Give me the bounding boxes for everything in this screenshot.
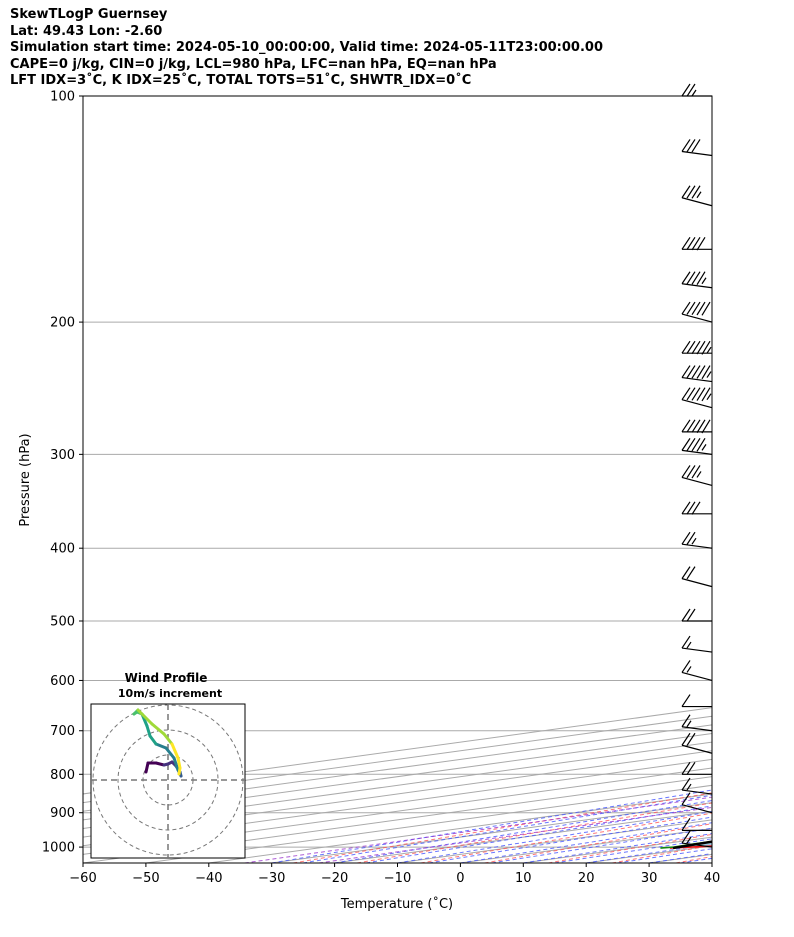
isotherm-line	[83, 707, 712, 795]
wind-barb	[681, 660, 713, 682]
wind-barb	[681, 531, 713, 549]
wind-barb	[681, 438, 713, 455]
wind-barb	[681, 501, 712, 515]
x-tick-label: 20	[578, 871, 595, 886]
x-axis-label: Temperature (˚C)	[340, 896, 453, 912]
hodograph-trace-segment	[170, 742, 180, 760]
wind-barb	[681, 714, 713, 732]
hodograph-trace-segment	[148, 734, 158, 746]
wind-barb	[681, 792, 713, 814]
x-tick-label: −60	[69, 871, 96, 886]
moist-adiabat-line	[271, 789, 712, 863]
hodograph-trace-segment	[145, 724, 152, 738]
moist-adiabat-line	[711, 862, 712, 863]
wind-barb	[681, 83, 712, 97]
hodograph-trace-segment	[162, 732, 174, 746]
wind-barb	[681, 635, 713, 653]
wind-barb	[681, 830, 713, 848]
wind-barb	[681, 465, 713, 487]
dry-adiabat-line	[293, 792, 712, 863]
y-tick-label: 200	[50, 316, 75, 331]
y-axis-label: Pressure (hPa)	[18, 433, 33, 526]
x-tick-label: −40	[195, 871, 222, 886]
y-tick-label: 700	[50, 724, 75, 739]
isotherm-line	[83, 733, 712, 821]
hodograph-trace-segment	[177, 766, 182, 776]
title-station: SkewTLogP Guernsey	[10, 7, 168, 22]
wind-barb	[681, 566, 713, 588]
x-tick-label: −50	[132, 871, 159, 886]
moist-adiabat-line	[744, 96, 794, 863]
y-tick-label: 300	[50, 448, 75, 463]
hodograph-inset: Wind Profile 10m/s increment	[90, 671, 246, 859]
title-cape: CAPE=0 j/kg, CIN=0 j/kg, LCL=980 hPa, LF…	[10, 56, 497, 72]
title-latlon: Lat: 49.43 Lon: -2.60	[10, 23, 163, 39]
wind-barb	[681, 419, 712, 434]
x-tick-label: −20	[321, 871, 348, 886]
isotherm-line	[83, 715, 712, 804]
wind-barb	[681, 271, 713, 289]
y-tick-label: 500	[50, 614, 75, 629]
dry-adiabat-line	[740, 96, 794, 863]
hodograph-trace-segment	[150, 722, 166, 736]
isotherm-line	[711, 862, 712, 863]
y-tick-label: 1000	[42, 841, 75, 856]
wind-barb	[681, 340, 712, 355]
title-indices: LFT IDX=3˚C, K IDX=25˚C, TOTAL TOTS=51˚C…	[10, 73, 472, 88]
hodograph-trace-segment	[164, 746, 176, 760]
hodograph-trace-segment	[176, 756, 182, 770]
wind-barb	[681, 185, 713, 207]
hodograph-trace-segment	[136, 708, 154, 726]
y-tick-label: 100	[50, 90, 75, 105]
chart-header: SkewTLogP Guernsey Lat: 49.43 Lon: -2.60…	[10, 7, 603, 90]
hodograph-trace-segment	[144, 761, 150, 774]
x-tick-label: 10	[515, 871, 532, 886]
x-tick-label: 40	[704, 871, 721, 886]
wind-barb	[681, 732, 713, 754]
wind-barb	[681, 818, 712, 831]
hodograph-subtitle: 10m/s increment	[118, 687, 222, 700]
y-tick-label: 600	[50, 674, 75, 689]
wind-barb	[681, 301, 713, 323]
wind-barb	[681, 761, 712, 775]
hodograph-trace-segment	[154, 742, 168, 750]
wind-barb	[681, 387, 713, 409]
isotherm-line	[83, 724, 712, 812]
wind-barb	[681, 236, 712, 251]
wind-barb	[681, 694, 712, 708]
x-tick-label: −10	[384, 871, 411, 886]
hodograph-title: Wind Profile	[125, 671, 208, 685]
x-tick-label: 30	[641, 871, 658, 886]
wind-barb	[681, 608, 712, 622]
hodograph-trace-segment	[172, 756, 180, 772]
x-tick-label: 0	[456, 871, 464, 886]
wind-barb	[681, 365, 713, 383]
y-tick-label: 400	[50, 542, 75, 557]
moist-adiabat-line	[303, 794, 712, 863]
title-times: Simulation start time: 2024-05-10_00:00:…	[10, 40, 603, 55]
y-tick-label: 900	[50, 806, 75, 821]
x-tick-label: −30	[258, 871, 285, 886]
wind-barb	[681, 777, 713, 795]
y-tick-label: 800	[50, 768, 75, 783]
wind-barb	[681, 139, 713, 157]
